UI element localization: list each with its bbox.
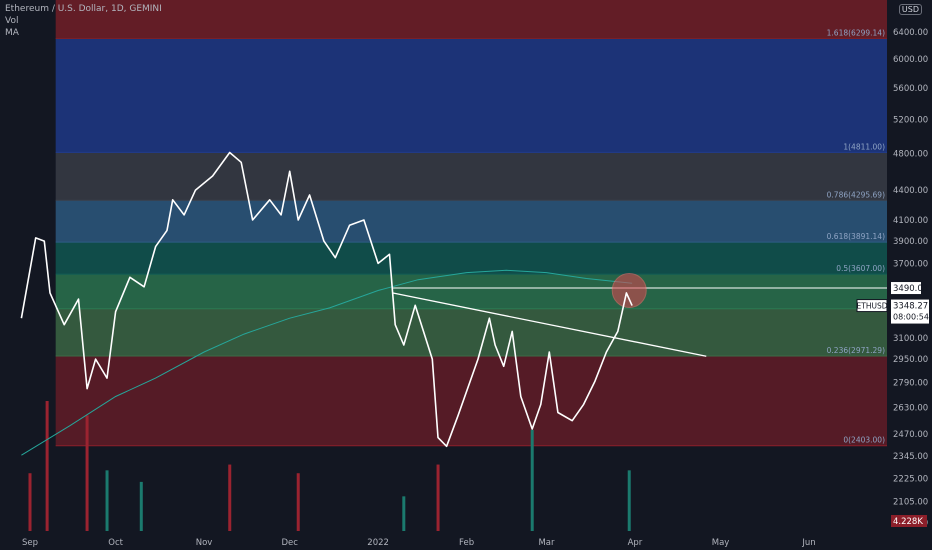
symbol-tag-bg <box>856 299 888 313</box>
fib-label-0-618: 0.618(3891.14) <box>827 232 885 241</box>
x-tick-label: Feb <box>459 538 474 548</box>
volume-bar <box>45 401 49 531</box>
volume-bar <box>139 481 143 531</box>
x-tick-label: Sep <box>22 538 38 548</box>
y-tick-label: 5600.00 <box>893 84 928 94</box>
fib-label-1: 1(4811.00) <box>843 142 885 151</box>
x-tick-label: Apr <box>628 538 643 548</box>
y-tick-label: 3900.00 <box>893 237 928 247</box>
fib-zone-0-786 <box>55 152 887 201</box>
volume-indicator-label[interactable]: Vol <box>5 16 19 26</box>
fib-label-0-5: 0.5(3607.00) <box>836 264 885 273</box>
x-tick-label: Dec <box>281 538 298 548</box>
level-tag: 3490.03 <box>893 284 928 294</box>
symbol-tag: ETHUSD <box>857 302 888 311</box>
y-tick-label: 2790.00 <box>893 379 928 389</box>
y-tick-label: 4100.00 <box>893 216 928 226</box>
x-tick-label: May <box>712 538 730 548</box>
y-tick-label: 3100.00 <box>893 334 928 344</box>
x-tick-label: Oct <box>108 538 123 548</box>
volume-bar <box>28 473 32 531</box>
fib-zone-0-618 <box>55 200 887 243</box>
highlight-circle <box>611 272 647 308</box>
volume-bar <box>228 464 232 531</box>
volume-bar <box>85 415 89 531</box>
x-tick-label: Jun <box>801 538 815 548</box>
y-tick-label: 5200.00 <box>893 116 928 126</box>
fib-zone-0-236 <box>55 308 887 357</box>
y-tick-label: 3700.00 <box>893 259 928 269</box>
ma-indicator-label[interactable]: MA <box>5 28 19 38</box>
fib-zone-0-382 <box>55 274 887 309</box>
y-tick-label: 6400.00 <box>893 28 928 38</box>
price-tag: 3348.27 <box>893 302 928 312</box>
y-tick-label: 2105.00 <box>893 498 928 508</box>
price-line <box>20 151 633 448</box>
countdown-tag: 08:00:54 <box>893 313 929 322</box>
fib-label-0-786: 0.786(4295.69) <box>827 190 885 199</box>
y-tick-label: 2950.00 <box>893 355 928 365</box>
y-tick-label: 6000.00 <box>893 55 928 65</box>
volume-bar <box>627 470 631 531</box>
volume-bar <box>296 473 300 531</box>
chart-legend: Ethereum / U.S. Dollar, 1D, GEMINI Vol M… <box>5 3 162 39</box>
fib-zone-0 <box>55 356 887 446</box>
volume-badge: 4.228K <box>893 517 923 527</box>
volume-bar <box>402 496 406 531</box>
fib-label-1-618: 1.618(6299.14) <box>827 29 885 38</box>
x-tick-label: Mar <box>538 538 555 548</box>
y-tick-label: 4800.00 <box>893 149 928 159</box>
volume-bar <box>530 429 534 531</box>
y-tick-label: 4400.00 <box>893 186 928 196</box>
volume-bar <box>105 470 109 531</box>
fib-zone-1 <box>55 38 887 153</box>
y-tick-label: 2630.00 <box>893 404 928 414</box>
y-tick-label: 2470.00 <box>893 430 928 440</box>
y-axis-background <box>887 0 932 550</box>
fib-label-0: 0(2403.00) <box>843 436 885 445</box>
price-tag-bg <box>891 299 929 324</box>
trend-line <box>392 292 707 357</box>
chart-title[interactable]: Ethereum / U.S. Dollar, 1D, GEMINI <box>5 4 162 14</box>
currency-badge[interactable]: USD <box>898 4 922 15</box>
fib-zone-1-618 <box>55 0 887 39</box>
volume-bar <box>436 464 440 531</box>
x-tick-label: Nov <box>196 538 213 548</box>
y-tick-label: 2225.00 <box>893 474 928 484</box>
ma-line <box>21 269 633 456</box>
x-tick-label: 2022 <box>367 538 389 548</box>
fib-zone-0-5 <box>55 242 887 275</box>
volume-badge-bg <box>891 515 927 527</box>
fib-label-0-236: 0.236(2971.29) <box>827 346 885 355</box>
level-tag-bg <box>891 282 921 295</box>
y-tick-label: 2345.00 <box>893 452 928 462</box>
